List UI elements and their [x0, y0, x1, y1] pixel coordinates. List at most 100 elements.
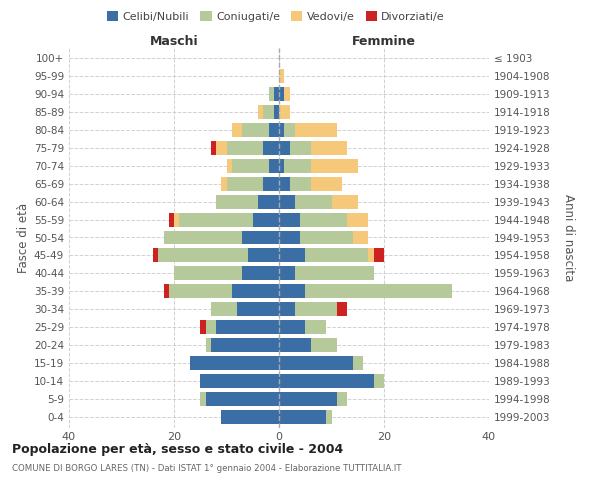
- Bar: [326, 410, 331, 424]
- Text: COMUNE DI BORGO LARES (TN) - Dati ISTAT 1° gennaio 2004 - Elaborazione TUTTITALI: COMUNE DI BORGO LARES (TN) - Dati ISTAT …: [12, 464, 401, 473]
- Text: Popolazione per età, sesso e stato civile - 2004: Popolazione per età, sesso e stato civil…: [12, 442, 343, 456]
- Bar: [279, 410, 326, 424]
- Bar: [269, 159, 279, 173]
- Bar: [174, 266, 242, 280]
- Bar: [211, 338, 279, 352]
- Bar: [279, 392, 337, 406]
- Bar: [205, 320, 216, 334]
- Bar: [284, 123, 295, 137]
- Bar: [232, 123, 242, 137]
- Bar: [169, 212, 174, 226]
- Bar: [216, 194, 258, 208]
- Bar: [290, 176, 311, 190]
- Bar: [232, 284, 279, 298]
- Bar: [200, 374, 279, 388]
- Bar: [305, 320, 326, 334]
- Bar: [295, 302, 337, 316]
- Bar: [279, 248, 305, 262]
- Bar: [242, 123, 269, 137]
- Bar: [242, 266, 279, 280]
- Bar: [169, 284, 232, 298]
- Bar: [300, 212, 347, 226]
- Y-axis label: Anni di nascita: Anni di nascita: [562, 194, 575, 281]
- Bar: [200, 392, 205, 406]
- Bar: [211, 302, 237, 316]
- Bar: [248, 248, 279, 262]
- Bar: [311, 176, 342, 190]
- Bar: [216, 320, 279, 334]
- Bar: [295, 266, 373, 280]
- Bar: [279, 69, 284, 83]
- Bar: [269, 87, 274, 101]
- Text: Maschi: Maschi: [149, 36, 199, 49]
- Bar: [284, 159, 311, 173]
- Bar: [279, 284, 305, 298]
- Bar: [300, 230, 353, 244]
- Bar: [174, 212, 179, 226]
- Bar: [279, 374, 373, 388]
- Bar: [258, 194, 279, 208]
- Bar: [263, 176, 279, 190]
- Bar: [279, 302, 295, 316]
- Bar: [331, 194, 358, 208]
- Bar: [337, 392, 347, 406]
- Y-axis label: Fasce di età: Fasce di età: [17, 202, 30, 272]
- Bar: [190, 356, 279, 370]
- Bar: [279, 123, 284, 137]
- Bar: [337, 302, 347, 316]
- Bar: [237, 302, 279, 316]
- Bar: [216, 141, 227, 155]
- Bar: [353, 230, 368, 244]
- Bar: [258, 105, 263, 119]
- Bar: [279, 159, 284, 173]
- Bar: [211, 141, 216, 155]
- Bar: [263, 105, 274, 119]
- Bar: [179, 212, 253, 226]
- Bar: [163, 230, 242, 244]
- Bar: [200, 320, 205, 334]
- Bar: [227, 141, 263, 155]
- Bar: [295, 194, 331, 208]
- Bar: [279, 320, 305, 334]
- Bar: [290, 141, 311, 155]
- Bar: [284, 87, 290, 101]
- Bar: [279, 266, 295, 280]
- Bar: [242, 230, 279, 244]
- Bar: [221, 410, 279, 424]
- Bar: [353, 356, 363, 370]
- Bar: [279, 176, 290, 190]
- Bar: [205, 392, 279, 406]
- Bar: [279, 194, 295, 208]
- Bar: [311, 338, 337, 352]
- Bar: [311, 141, 347, 155]
- Bar: [269, 123, 279, 137]
- Bar: [279, 87, 284, 101]
- Bar: [205, 338, 211, 352]
- Bar: [253, 212, 279, 226]
- Bar: [221, 176, 227, 190]
- Bar: [373, 374, 384, 388]
- Bar: [311, 159, 358, 173]
- Bar: [227, 176, 263, 190]
- Bar: [368, 248, 373, 262]
- Legend: Celibi/Nubili, Coniugati/e, Vedovi/e, Divorziati/e: Celibi/Nubili, Coniugati/e, Vedovi/e, Di…: [103, 7, 449, 26]
- Bar: [153, 248, 158, 262]
- Bar: [232, 159, 269, 173]
- Bar: [305, 248, 368, 262]
- Bar: [274, 105, 279, 119]
- Bar: [347, 212, 368, 226]
- Bar: [305, 284, 452, 298]
- Bar: [163, 284, 169, 298]
- Bar: [279, 338, 311, 352]
- Text: Femmine: Femmine: [352, 36, 416, 49]
- Bar: [279, 141, 290, 155]
- Bar: [227, 159, 232, 173]
- Bar: [158, 248, 248, 262]
- Bar: [279, 356, 353, 370]
- Bar: [279, 212, 300, 226]
- Bar: [263, 141, 279, 155]
- Bar: [274, 87, 279, 101]
- Bar: [279, 105, 290, 119]
- Bar: [373, 248, 384, 262]
- Bar: [279, 230, 300, 244]
